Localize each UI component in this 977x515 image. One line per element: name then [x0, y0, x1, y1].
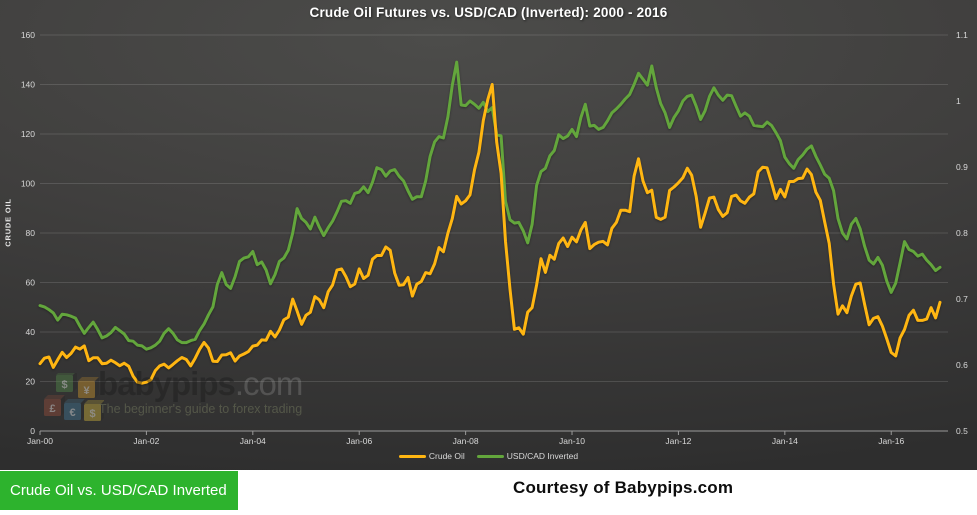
watermark-suffix: .com [234, 365, 304, 402]
babypips-watermark: $ ¥ £ € $ babypips.com The beginner's guide … [42, 365, 322, 429]
svg-text:20: 20 [26, 377, 36, 387]
svg-text:60: 60 [26, 278, 36, 288]
svg-text:160: 160 [21, 30, 35, 40]
svg-text:Jan-16: Jan-16 [878, 436, 904, 446]
legend-label-usdcad-inverted: USD/CAD Inverted [506, 451, 579, 461]
plot-canvas: Jan-00 Jan-02 Jan-04 Jan-06 Jan-08 Jan-10 Jan-… [21, 30, 968, 446]
svg-text:Jan-06: Jan-06 [346, 436, 372, 446]
svg-text:0.5: 0.5 [956, 426, 968, 436]
svg-text:0.6: 0.6 [956, 360, 968, 370]
watermark-brand: babypips [98, 365, 236, 402]
legend-item-crude-oil: Crude Oil [398, 451, 465, 461]
svg-text:120: 120 [21, 129, 35, 139]
svg-text:0.8: 0.8 [956, 228, 968, 238]
svg-text:140: 140 [21, 80, 35, 90]
svg-text:£: £ [49, 403, 55, 415]
svg-text:Jan-02: Jan-02 [133, 436, 159, 446]
legend-item-usdcad-inverted: USD/CAD Inverted [476, 451, 579, 461]
svg-text:$: $ [61, 379, 67, 391]
chart-name-badge-label: Crude Oil vs. USD/CAD Inverted [10, 482, 227, 499]
svg-text:€: € [69, 407, 75, 419]
svg-text:Jan-00: Jan-00 [27, 436, 53, 446]
svg-text:¥: ¥ [83, 385, 90, 397]
chart-legend: Crude Oil USD/CAD Inverted [0, 449, 977, 463]
legend-label-crude-oil: Crude Oil [428, 451, 465, 461]
svg-text:100: 100 [21, 179, 35, 189]
svg-text:0.7: 0.7 [956, 294, 968, 304]
svg-text:40: 40 [26, 327, 36, 337]
svg-text:0: 0 [30, 426, 35, 436]
crude-oil-line-swatch-icon [398, 454, 426, 458]
courtesy-text: Courtesy of Babypips.com [513, 478, 734, 497]
svg-text:Jan-14: Jan-14 [772, 436, 798, 446]
svg-text:0.9: 0.9 [956, 162, 968, 172]
chart-area: Crude Oil Futures vs. USD/CAD (Inverted)… [0, 0, 977, 470]
bottom-bar: Crude Oil vs. USD/CAD Inverted Courtesy … [0, 470, 977, 515]
watermark-tagline: The beginner's guide to forex trading [99, 402, 303, 416]
babypips-blocks-logo-icon: $ ¥ £ € $ [44, 373, 104, 421]
svg-text:Jan-04: Jan-04 [240, 436, 266, 446]
chart-title: Crude Oil Futures vs. USD/CAD (Inverted)… [309, 5, 668, 20]
svg-text:1: 1 [956, 96, 961, 106]
svg-text:Jan-12: Jan-12 [665, 436, 691, 446]
usdcad-line-swatch-icon [476, 454, 504, 458]
svg-text:80: 80 [26, 228, 36, 238]
svg-text:$: $ [89, 408, 95, 420]
svg-text:1.1: 1.1 [956, 30, 968, 40]
svg-text:Jan-10: Jan-10 [559, 436, 585, 446]
svg-text:Jan-08: Jan-08 [453, 436, 479, 446]
series-line-crude-oil [38, 83, 942, 385]
series-line-usd-cad-inverted [38, 60, 942, 351]
chart-name-badge: Crude Oil vs. USD/CAD Inverted [0, 471, 238, 510]
